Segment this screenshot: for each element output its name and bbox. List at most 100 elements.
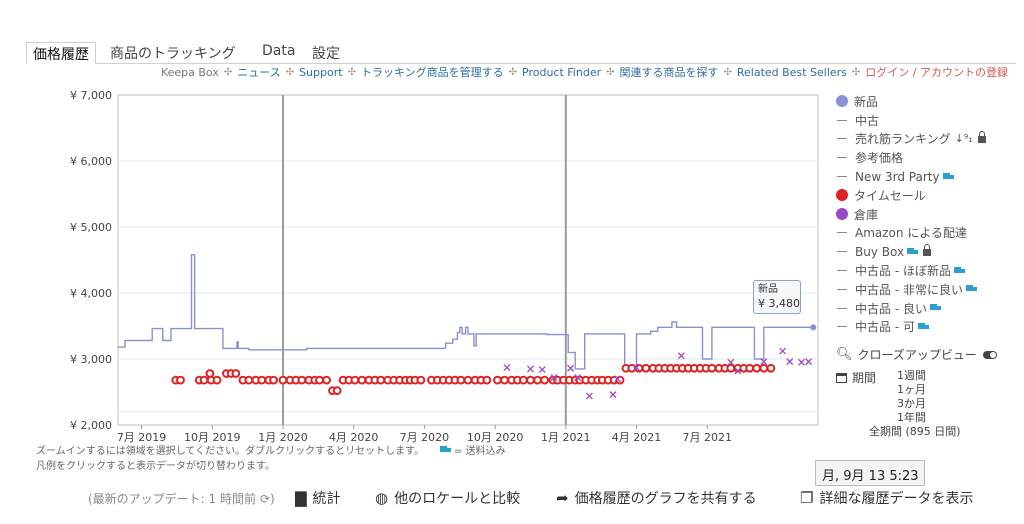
legend-line-icon bbox=[837, 119, 847, 121]
legend-item[interactable]: 中古品 - 良い bbox=[836, 299, 1021, 318]
legend-item[interactable]: Buy Box bbox=[836, 242, 1021, 261]
warehouse-point bbox=[727, 358, 735, 366]
refresh-icon: ⟳) bbox=[260, 491, 275, 506]
tab-product-tracking[interactable]: 商品のトラッキング bbox=[110, 46, 236, 62]
legend-dot-icon bbox=[836, 95, 848, 108]
deal-point bbox=[500, 375, 509, 385]
deal-point bbox=[493, 375, 502, 385]
legend-line-icon bbox=[837, 251, 847, 253]
legend-line-icon bbox=[837, 307, 847, 309]
login-register-link[interactable]: ログイン / アカウントの登録 bbox=[865, 66, 1008, 79]
truck-icon bbox=[929, 304, 941, 312]
tab-data[interactable]: Data bbox=[262, 43, 296, 59]
related-best-sellers-link[interactable]: Related Best Sellers bbox=[736, 65, 847, 79]
globe-icon: ◍ bbox=[375, 489, 389, 507]
legend-item[interactable]: 中古品 - ほぼ新品 bbox=[836, 261, 1021, 280]
lock-icon bbox=[977, 131, 986, 144]
x-tick-label: 4月 2021 bbox=[612, 431, 662, 444]
legend-line-icon bbox=[837, 232, 847, 234]
legend-line-icon bbox=[837, 176, 847, 178]
warehouse-point bbox=[798, 358, 805, 366]
y-axis: ¥ 2,000 ¥ 3,000 ¥ 4,000 ¥ 5,000 ¥ 6,000 ¥ 7,0… bbox=[70, 89, 112, 432]
deal-point bbox=[297, 375, 307, 385]
deal-point bbox=[231, 369, 241, 378]
closeup-view-toggle[interactable]: 🔍︎ クローズアップビュー bbox=[836, 346, 997, 363]
deal-point bbox=[376, 375, 386, 385]
share-arrow-icon: ➦ bbox=[556, 489, 569, 507]
y-tick-label: ¥ 3,000 bbox=[70, 353, 112, 366]
shipping-hint-text: = 送料込み bbox=[454, 446, 506, 457]
deal-point bbox=[315, 375, 324, 385]
deal-point bbox=[615, 375, 625, 385]
deal-point bbox=[752, 363, 762, 373]
legend-item[interactable]: 中古 bbox=[836, 111, 1021, 130]
legend-item[interactable]: 参考価格 bbox=[836, 148, 1021, 167]
deal-point bbox=[518, 375, 528, 385]
date-tooltip: 月, 9月 13 5:23 bbox=[815, 460, 925, 486]
manage-tracking-link[interactable]: トラッキング商品を管理する bbox=[360, 66, 504, 79]
y-tick-label: ¥ 5,000 bbox=[70, 221, 112, 234]
price-history-chart[interactable]: ¥ 2,000 ¥ 3,000 ¥ 4,000 ¥ 5,000 ¥ 6,000 ¥ 7,0… bbox=[0, 80, 830, 450]
legend-item[interactable]: Amazon による配達 bbox=[836, 224, 1021, 243]
legend-label: 参考価格 bbox=[855, 151, 904, 166]
x-tick-label: 7月 2020 bbox=[400, 431, 450, 444]
legend-label: 中古品 - 良い bbox=[855, 301, 927, 316]
news-link[interactable]: ニュース bbox=[237, 66, 281, 79]
legend-label: 中古品 - ほぼ新品 bbox=[855, 264, 951, 279]
statistics-button[interactable]: ▇ 統計 bbox=[295, 488, 341, 508]
deal-point bbox=[759, 363, 769, 373]
legend-item[interactable]: 新品 bbox=[836, 92, 1021, 111]
product-finder-link[interactable]: Product Finder bbox=[522, 65, 602, 79]
y-tick-label: ¥ 7,000 bbox=[70, 89, 112, 102]
period-option[interactable]: 1週間 bbox=[897, 369, 926, 382]
keepa-box-link[interactable]: Keepa Box bbox=[160, 65, 219, 79]
period-label-row: 期間 bbox=[836, 369, 876, 386]
deal-point bbox=[745, 363, 755, 373]
period-option[interactable]: 1ヶ月 bbox=[897, 383, 926, 396]
deal-point bbox=[456, 375, 466, 385]
truck-icon bbox=[942, 172, 954, 181]
truck-icon bbox=[439, 446, 451, 454]
period-option[interactable]: 3か月 bbox=[897, 397, 926, 410]
period-option[interactable]: 1年間 bbox=[897, 411, 926, 424]
deal-point bbox=[269, 375, 278, 385]
legend-label: 中古品 - 非常に良い bbox=[855, 282, 963, 297]
bar-chart-icon: ▇ bbox=[295, 489, 307, 507]
warehouse-point bbox=[786, 358, 794, 366]
legend-item[interactable]: New 3rd Party bbox=[836, 167, 1021, 186]
related-products-link[interactable]: 関連する商品を探す bbox=[619, 66, 719, 79]
hover-point bbox=[810, 324, 817, 331]
legend-item[interactable]: タイムセール bbox=[836, 186, 1021, 205]
deal-point bbox=[641, 363, 651, 373]
closeup-label: クローズアップビュー bbox=[857, 348, 977, 362]
legend-label: 新品 bbox=[854, 94, 879, 109]
warehouse-point bbox=[805, 358, 813, 366]
tab-settings[interactable]: 設定 bbox=[312, 46, 340, 62]
legend-item[interactable]: 倉庫 bbox=[836, 205, 1021, 224]
legend-label: 倉庫 bbox=[854, 207, 879, 222]
legend-item[interactable]: 売れ筋ランキング ↓⁹₁ bbox=[836, 130, 1021, 149]
tab-price-history[interactable]: 価格履歴 bbox=[26, 42, 96, 64]
legend-label: New 3rd Party bbox=[855, 169, 940, 184]
legend-item[interactable]: 中古品 - 非常に良い bbox=[836, 280, 1021, 299]
deal-point bbox=[350, 375, 360, 385]
share-graph-button[interactable]: ➦ 価格履歴のグラフを共有する bbox=[556, 488, 757, 508]
compare-locales-button[interactable]: ◍ 他のロケールと比較 bbox=[375, 488, 520, 508]
link-separator: ✣ bbox=[285, 66, 295, 78]
warehouse-point bbox=[550, 374, 558, 381]
period-label: 期間 bbox=[852, 371, 877, 385]
period-option[interactable]: 全期間 (895 日間) bbox=[869, 425, 961, 438]
truck-icon bbox=[965, 285, 977, 293]
link-separator: ✣ bbox=[508, 66, 518, 78]
chart-legend: 新品中古 売れ筋ランキング ↓⁹₁ 参考価格 New 3rd Party タイムセール倉庫… bbox=[836, 92, 1021, 336]
period-options: 1週間 1ヶ月 3か月 1年間 全期間 (895 日間) bbox=[869, 369, 961, 439]
toggle-switch[interactable] bbox=[982, 350, 997, 359]
legend-label: 売れ筋ランキング bbox=[855, 132, 951, 147]
deal-point bbox=[463, 375, 473, 385]
legend-item[interactable]: 中古品 - 可 bbox=[836, 318, 1021, 337]
support-link[interactable]: Support bbox=[299, 65, 343, 79]
truck-icon bbox=[917, 322, 929, 331]
legend-line-icon bbox=[837, 270, 847, 272]
detailed-history-button[interactable]: ❐ 詳細な履歴データを表示 bbox=[800, 488, 973, 508]
legend-label: Amazon による配達 bbox=[855, 226, 967, 241]
